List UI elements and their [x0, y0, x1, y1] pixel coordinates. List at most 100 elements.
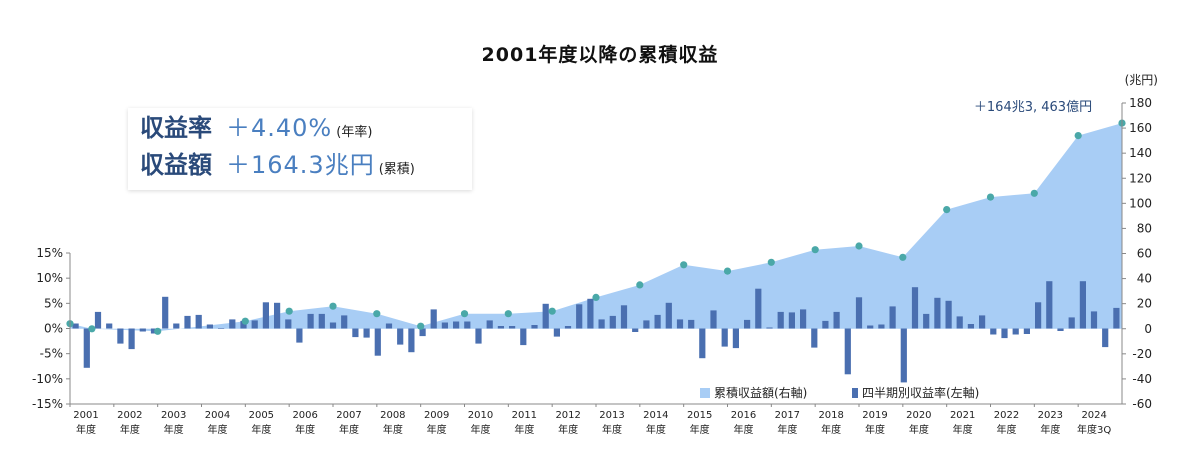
x-year-suffix-label: 年度: [164, 423, 184, 436]
left-tick-label: 0%: [44, 322, 63, 336]
left-tick-label: 5%: [44, 296, 63, 310]
quarterly-bar: [83, 328, 90, 368]
x-year-suffix-label: 年度: [558, 423, 578, 436]
quarterly-bar: [855, 297, 863, 329]
quarterly-bar: [307, 313, 314, 329]
quarterly-bar: [788, 312, 795, 329]
quarterly-bar: [699, 328, 706, 359]
right-tick-label: -60: [1132, 397, 1152, 411]
quarterly-bar: [117, 328, 124, 344]
quarterly-bar: [251, 320, 258, 329]
cumulative-point: [88, 325, 96, 333]
quarterly-bar: [676, 319, 684, 329]
x-year-label: 2004: [205, 410, 230, 421]
quarterly-bar: [464, 321, 471, 329]
quarterly-bar: [441, 322, 448, 329]
cumulative-point: [855, 242, 863, 250]
x-year-suffix-label: 年度: [1040, 423, 1060, 436]
quarterly-bar: [923, 313, 930, 329]
x-year-label: 2007: [336, 410, 361, 421]
return-amount-note: (累積): [378, 162, 415, 177]
quarterly-bar: [1090, 311, 1098, 329]
x-year-suffix-label: 年度: [865, 423, 885, 436]
quarterly-bar: [911, 287, 919, 329]
x-year-suffix-label: 年度: [120, 423, 140, 436]
quarterly-bar: [654, 314, 661, 329]
quarterly-bar: [587, 298, 594, 329]
quarterly-bar: [889, 306, 896, 329]
cumulative-point: [636, 281, 644, 289]
quarterly-bar: [128, 328, 135, 350]
x-year-suffix-label: 年度: [76, 423, 96, 436]
quarterly-bar: [777, 311, 784, 329]
x-year-label: 2006: [292, 410, 317, 421]
cumulative-point: [899, 253, 907, 261]
quarterly-bar: [419, 328, 426, 337]
quarterly-bar: [822, 320, 829, 329]
quarterly-bar: [184, 315, 191, 329]
cumulative-point: [1074, 132, 1082, 140]
quarterly-bar: [106, 323, 113, 329]
x-year-suffix-label: 年度: [339, 423, 359, 436]
return-rate-row: 収益率 ＋4.40% (年率): [140, 112, 460, 149]
quarterly-bar: [800, 309, 807, 329]
x-year-suffix-label: 年度: [997, 423, 1017, 436]
x-year-suffix-label: 年度: [646, 423, 666, 436]
quarterly-bar: [509, 326, 516, 329]
right-tick-label: 0: [1144, 322, 1152, 336]
quarterly-bar: [665, 302, 672, 329]
quarterly-bar: [732, 328, 739, 349]
quarterly-bar: [520, 328, 527, 346]
legend-swatch-area: [700, 388, 710, 398]
quarterly-bar: [1001, 328, 1008, 339]
quarterly-bar: [844, 328, 851, 375]
quarterly-bar: [497, 326, 504, 329]
quarterly-bar: [934, 297, 941, 329]
right-tick-label: 20: [1137, 297, 1152, 311]
quarterly-bar: [352, 328, 359, 338]
x-year-label: 2011: [512, 410, 537, 421]
quarterly-bar: [329, 322, 337, 329]
x-year-label: 2018: [818, 410, 843, 421]
quarterly-bar: [363, 328, 370, 338]
quarterly-bar: [173, 323, 180, 329]
right-tick-label: 60: [1137, 247, 1152, 261]
quarterly-bar: [72, 323, 79, 329]
quarterly-bar: [1012, 328, 1019, 335]
quarterly-bar: [408, 328, 415, 353]
return-rate-label: 収益率: [140, 114, 212, 142]
x-year-suffix-label: 年度: [953, 423, 973, 436]
x-year-label: 2013: [599, 410, 624, 421]
cumulative-point: [460, 310, 469, 318]
legend-label-area: 累積収益額(右軸): [714, 385, 807, 400]
x-year-label: 2001: [73, 410, 98, 421]
quarterly-bar: [195, 314, 202, 329]
x-year-suffix-label: 年度: [821, 423, 841, 436]
x-year-label: 2020: [906, 410, 931, 421]
return-amount-value: ＋164.3兆円: [226, 151, 375, 179]
x-year-suffix-label: 年度: [602, 423, 622, 436]
right-tick-label: 160: [1129, 121, 1152, 135]
x-year-label: 2015: [687, 410, 712, 421]
x-year-label: 2019: [862, 410, 887, 421]
quarterly-bar: [430, 309, 437, 329]
right-tick-label: -40: [1132, 372, 1152, 386]
right-tick-label: 80: [1137, 221, 1152, 235]
cumulative-point: [592, 293, 600, 301]
x-year-suffix-label: 年度: [295, 423, 315, 436]
cumulative-area: [70, 123, 1122, 332]
left-tick-label: 10%: [36, 271, 63, 285]
x-year-suffix-label: 年度: [208, 423, 228, 436]
quarterly-bar: [553, 328, 560, 337]
quarterly-bar: [240, 320, 247, 329]
quarterly-bar: [1023, 328, 1030, 334]
cumulative-point: [986, 193, 995, 201]
x-year-suffix-label: 年度: [777, 423, 797, 436]
quarterly-bar: [632, 328, 639, 332]
x-year-suffix-label: 年度: [909, 423, 929, 436]
quarterly-bar: [900, 328, 907, 383]
x-year-label: 2009: [424, 410, 449, 421]
x-year-suffix-label: 年度: [514, 423, 534, 436]
left-tick-label: -15%: [32, 397, 63, 411]
